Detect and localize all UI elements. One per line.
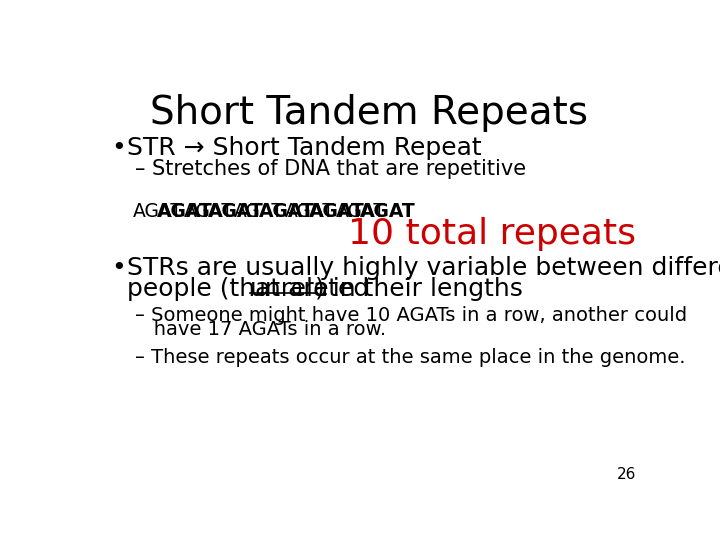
Text: AGAT: AGAT (207, 202, 264, 221)
Text: unrelated: unrelated (250, 278, 370, 301)
Text: Short Tandem Repeats: Short Tandem Repeats (150, 94, 588, 132)
Text: 10 total repeats: 10 total repeats (348, 217, 636, 251)
Text: STRs are usually highly variable between different: STRs are usually highly variable between… (127, 256, 720, 280)
Text: have 17 AGATs in a row.: have 17 AGATs in a row. (135, 320, 386, 340)
Text: AGAT: AGAT (360, 202, 416, 221)
Text: AGAT: AGAT (234, 202, 284, 221)
Text: ) in their lengths: ) in their lengths (315, 278, 523, 301)
Text: AGAT: AGAT (132, 202, 183, 221)
Text: STR → Short Tandem Repeat: STR → Short Tandem Repeat (127, 137, 482, 160)
Text: – These repeats occur at the same place in the genome.: – These repeats occur at the same place … (135, 348, 685, 367)
Text: •: • (112, 137, 127, 160)
Text: people (that are: people (that are (127, 278, 337, 301)
Text: 26: 26 (617, 467, 636, 482)
Text: AGAT: AGAT (157, 202, 212, 221)
Text: AGAT: AGAT (285, 202, 335, 221)
Text: – Someone might have 10 AGATs in a row, another could: – Someone might have 10 AGATs in a row, … (135, 306, 687, 325)
Text: AGAT: AGAT (310, 202, 365, 221)
Text: AGAT: AGAT (336, 202, 386, 221)
Text: AGAT: AGAT (258, 202, 314, 221)
Text: AGAT: AGAT (184, 202, 233, 221)
Text: •: • (112, 256, 127, 280)
Text: – Stretches of DNA that are repetitive: – Stretches of DNA that are repetitive (135, 159, 526, 179)
